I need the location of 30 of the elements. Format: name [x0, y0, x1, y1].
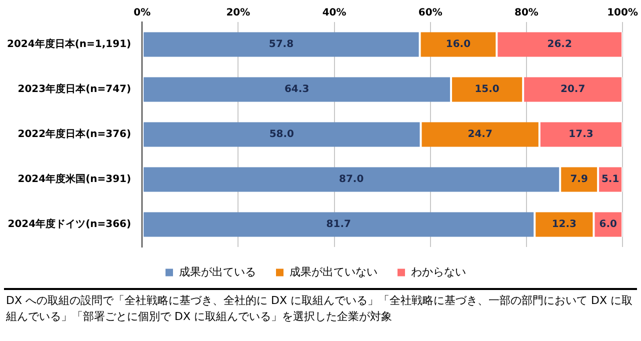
legend-label: 成果が出ていない [289, 265, 378, 278]
y-tick-label: 2024年度日本(n=1,191) [6, 38, 132, 50]
y-tick-label: 2023年度日本(n=747) [18, 83, 132, 96]
y-tick-label: 2022年度日本(n=376) [18, 128, 132, 140]
data-label: 15.0 [474, 84, 500, 96]
x-tick-label: 20% [226, 8, 250, 19]
data-label: 64.3 [284, 84, 310, 96]
data-label: 17.3 [568, 129, 594, 140]
data-label: 57.8 [268, 39, 294, 50]
data-label: 20.7 [560, 84, 586, 96]
data-label: 7.9 [570, 174, 588, 186]
data-label: 81.7 [326, 219, 351, 230]
data-label: 24.7 [468, 129, 492, 140]
legend-label: 成果が出ている [178, 265, 256, 278]
x-tick-label: 40% [322, 8, 346, 19]
x-tick-label: 80% [514, 8, 538, 19]
data-label: 5.1 [601, 174, 620, 186]
data-label: 26.2 [547, 39, 572, 50]
x-tick-label: 60% [418, 8, 442, 19]
data-label: 6.0 [599, 219, 618, 230]
data-label: 16.0 [446, 39, 471, 50]
legend-label: わからない [410, 265, 466, 278]
y-tick-label: 2024年度米国(n=391) [18, 173, 132, 186]
data-label: 87.0 [339, 174, 364, 186]
x-tick-label: 0% [134, 8, 151, 19]
data-label: 58.0 [269, 129, 294, 140]
text: DX への取組の設問で「全社戦略に基づき、全社的に DX に取組んでいる」「全社戦略に基づき、一部の部門において DX に取組んでいる」「部署ごとに個別で DX に取組んでいる」を選択した企業が対象 [6, 293, 634, 325]
y-tick-label: 2024年度ドイツ(n=366) [8, 218, 132, 230]
data-label: 12.3 [552, 219, 577, 230]
x-tick-label: 100% [607, 8, 638, 19]
